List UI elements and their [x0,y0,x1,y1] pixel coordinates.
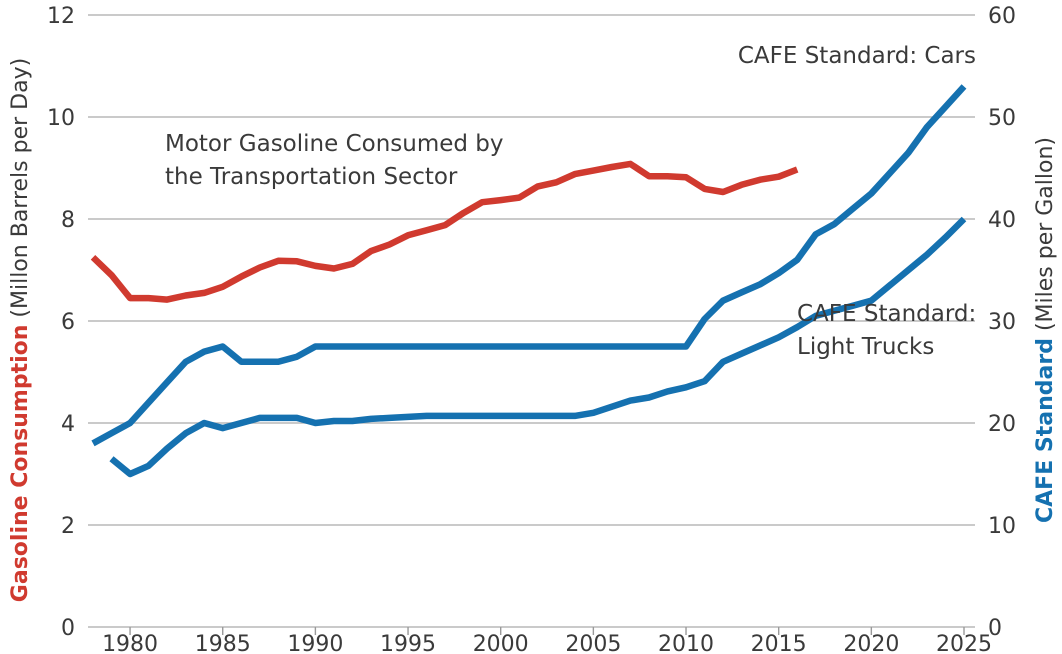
left-tick-label: 4 [61,412,75,437]
right-axis-title: CAFE Standard (Miles per Gallon) [1033,137,1058,523]
left-tick-label: 2 [61,514,75,539]
right-tick-label: 40 [988,208,1016,233]
x-tick-label: 2025 [936,632,992,654]
right-tick-label: 50 [988,106,1016,131]
right-axis-title-rest: (Miles per Gallon) [1033,137,1058,338]
x-tick-label: 2015 [751,632,807,654]
right-y-axis-tick-labels: 0 10 20 30 40 50 60 [988,4,1016,641]
trucks-annotation-line1: CAFE Standard: [797,301,976,327]
x-tick-label: 1995 [380,632,436,654]
x-tick-label: 2010 [658,632,714,654]
x-tick-label: 1985 [195,632,251,654]
x-tick-label: 1980 [102,632,158,654]
left-tick-label: 10 [47,106,75,131]
left-axis-title-rest: (Millon Barrels per Day) [8,58,33,325]
left-tick-label: 6 [61,310,75,335]
right-tick-label: 0 [988,616,1002,641]
right-tick-label: 10 [988,514,1016,539]
left-tick-label: 12 [47,4,75,29]
x-axis-tick-labels: 1980 1985 1990 1995 2000 2005 2010 2015 2020 2025 [102,632,992,654]
right-tick-label: 20 [988,412,1016,437]
x-tick-label: 2000 [473,632,529,654]
left-axis-title-bold: Gasoline Consumption [8,325,33,603]
gasoline-annotation-line1: Motor Gasoline Consumed by [165,131,504,157]
left-tick-label: 0 [61,616,75,641]
x-axis [129,627,965,635]
gasoline-consumption-line [90,160,799,303]
x-tick-label: 2020 [843,632,899,654]
x-tick-label: 1990 [287,632,343,654]
gasoline-annotation-line2: the Transportation Sector [165,164,458,190]
right-tick-label: 30 [988,310,1016,335]
trucks-annotation-line2: Light Trucks [797,334,934,360]
series-lines [90,84,967,478]
left-y-axis-tick-labels: 0 2 4 6 8 10 12 [47,4,75,641]
left-tick-label: 8 [61,208,75,233]
cars-annotation: CAFE Standard: Cars [738,43,976,69]
right-tick-label: 60 [988,4,1016,29]
left-axis-title: Gasoline Consumption (Millon Barrels per… [8,58,33,602]
right-axis-title-bold: CAFE Standard [1033,338,1058,523]
cafe-light-trucks-line [109,216,967,478]
cafe-cars-line [91,84,967,447]
x-tick-label: 2005 [565,632,621,654]
